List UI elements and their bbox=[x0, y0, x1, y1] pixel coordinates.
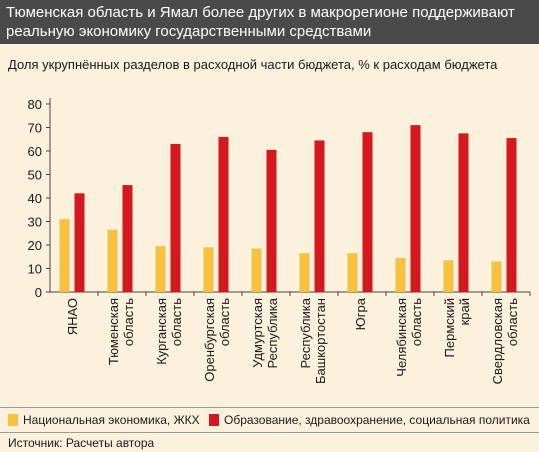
y-tick-label: 30 bbox=[28, 215, 42, 230]
x-category-label-line: Челябинская bbox=[394, 298, 409, 377]
x-category-label: УдмуртскаяРеспублика bbox=[250, 297, 280, 368]
x-category-label-line: Республика bbox=[265, 297, 280, 368]
bar-economy bbox=[491, 261, 502, 292]
y-tick-label: 40 bbox=[28, 191, 42, 206]
x-category-label-line: Югра bbox=[353, 297, 368, 330]
y-tick-label: 50 bbox=[28, 168, 42, 183]
x-category-label-line: Пермский bbox=[442, 298, 457, 357]
bar-social bbox=[122, 185, 133, 292]
bar-economy bbox=[443, 260, 454, 292]
bar-economy bbox=[59, 219, 70, 292]
legend-item-economy: Национальная экономика, ЖКХ bbox=[8, 413, 200, 427]
bar-economy bbox=[203, 247, 214, 292]
x-category-label-line: Тюменская bbox=[106, 298, 121, 365]
x-category-label-line: Удмуртская bbox=[250, 298, 265, 368]
bar-economy bbox=[299, 253, 310, 292]
legend-label-economy: Национальная экономика, ЖКХ bbox=[23, 413, 200, 427]
bar-economy bbox=[347, 253, 358, 292]
bar-social bbox=[410, 125, 421, 293]
y-tick-label: 60 bbox=[28, 144, 42, 159]
bar-social bbox=[314, 140, 325, 292]
legend-label-social: Образование, здравоохранение, социальная… bbox=[224, 413, 530, 427]
y-tick-label: 10 bbox=[28, 262, 42, 277]
bar-social bbox=[506, 138, 517, 292]
y-tick-label: 80 bbox=[28, 97, 42, 112]
x-category-label: ЯНАО bbox=[65, 298, 80, 335]
y-tick-label: 0 bbox=[35, 285, 42, 300]
bar-social bbox=[458, 133, 469, 292]
legend-divider bbox=[0, 407, 539, 408]
legend-swatch-yellow bbox=[8, 414, 18, 426]
bar-social bbox=[218, 136, 229, 292]
x-category-label: Тюменскаяобласть bbox=[106, 298, 136, 365]
bar-economy bbox=[155, 246, 166, 292]
x-category-label: РеспубликаБашкортостан bbox=[298, 297, 328, 384]
x-category-label: Челябинскаяобласть bbox=[394, 298, 424, 377]
x-category-label-line: край bbox=[457, 298, 472, 325]
x-category-label: Пермскийкрай bbox=[442, 298, 472, 357]
x-category-label-line: область bbox=[217, 298, 232, 346]
bar-social bbox=[362, 132, 373, 292]
x-category-label-line: Башкортостан bbox=[313, 298, 328, 384]
legend-swatch-red bbox=[209, 414, 219, 426]
bar-economy bbox=[395, 257, 406, 292]
x-category-label: Оренбургскаяобласть bbox=[202, 298, 232, 382]
y-tick-label: 70 bbox=[28, 121, 42, 136]
chart-subtitle: Доля укрупнённых разделов в расходной ча… bbox=[8, 57, 498, 72]
x-category-label: Югра bbox=[353, 297, 368, 330]
x-category-label-line: область bbox=[409, 298, 424, 346]
x-category-label-line: Оренбургская bbox=[202, 298, 217, 382]
x-category-label-line: область bbox=[169, 298, 184, 346]
bar-social bbox=[266, 149, 277, 292]
x-category-label-line: Свердловская bbox=[490, 298, 505, 384]
bar-social bbox=[74, 193, 85, 292]
x-category-label: Свердловскаяобласть bbox=[490, 298, 520, 385]
source-note: Источник: Расчеты автора bbox=[0, 432, 539, 452]
legend-item-social: Образование, здравоохранение, социальная… bbox=[209, 413, 530, 427]
x-category-label: Курганскаяобласть bbox=[154, 298, 184, 365]
x-category-label-line: Республика bbox=[298, 297, 313, 368]
x-category-label-line: ЯНАО bbox=[65, 298, 80, 335]
bar-economy bbox=[107, 229, 118, 292]
x-category-label-line: Курганская bbox=[154, 298, 169, 365]
x-category-label-line: область bbox=[121, 298, 136, 346]
bar-economy bbox=[251, 248, 262, 292]
chart-title: Тюменская область и Ямал более других в … bbox=[0, 0, 539, 44]
bar-social bbox=[170, 143, 181, 292]
x-category-label-line: область bbox=[505, 298, 520, 346]
y-tick-label: 20 bbox=[28, 238, 42, 253]
